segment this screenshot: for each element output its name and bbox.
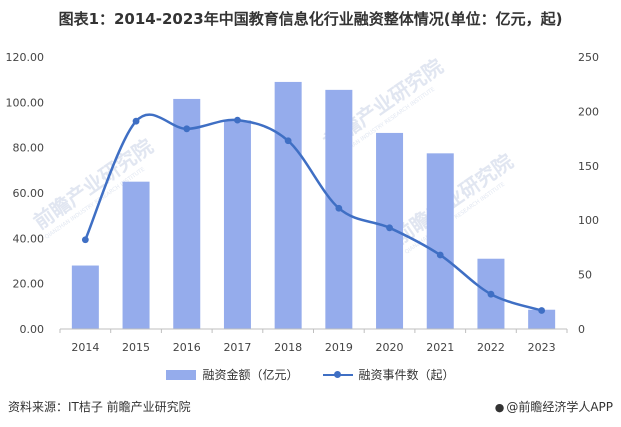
x-tick-label: 2016 (173, 341, 201, 354)
x-tick-label: 2022 (477, 341, 505, 354)
legend-item-line[interactable]: 融资事件数（起） (322, 366, 455, 383)
y-right-tick-label: 200 (578, 105, 599, 118)
labels-layer: 0.00 20.00 40.00 60.00 80.00 100.00 120.00 0 50 1… (6, 51, 600, 354)
y-right-tick-label: 250 (578, 51, 599, 64)
line-point-2015 (132, 117, 140, 125)
y-left-tick-label: 80.00 (13, 142, 45, 155)
legend-line-label: 融资事件数（起） (358, 368, 455, 382)
legend-item-bar[interactable]: 融资金额（亿元） (166, 366, 299, 383)
line-point-2021 (436, 251, 444, 259)
y-right-tick-label: 150 (578, 160, 599, 173)
legend-line-swatch (322, 370, 353, 380)
bar-2023 (528, 309, 556, 329)
y-left-tick-label: 120.00 (6, 51, 45, 64)
y-right-tick-label: 100 (578, 214, 599, 227)
bar-2016 (173, 98, 201, 330)
line-layer (81, 113, 546, 314)
y-right-tick-label: 0 (578, 323, 585, 336)
line-point-2023 (538, 307, 546, 314)
line-point-2019 (335, 204, 343, 212)
line-point-2022 (487, 290, 495, 298)
line-point-2017 (234, 116, 241, 124)
y-left-tick-label: 0.00 (20, 323, 45, 336)
legend: 融资金额（亿元） 融资事件数（起） (0, 366, 621, 383)
x-tick-label: 2017 (223, 341, 251, 354)
y-left-tick-label: 100.00 (6, 96, 45, 109)
line-point-2020 (386, 224, 393, 232)
bar-2015 (122, 181, 150, 329)
line-point-2018 (284, 137, 292, 145)
x-tick-label: 2020 (376, 341, 404, 354)
x-tick-label: 2021 (426, 341, 454, 354)
bar-2017 (223, 120, 251, 329)
y-left-tick-label: 20.00 (13, 278, 45, 291)
x-tick-label: 2014 (71, 341, 99, 354)
y-right-tick-label: 50 (578, 269, 592, 282)
axis-layer (59, 328, 568, 333)
bars-layer (71, 81, 556, 330)
line-point-2016 (183, 125, 191, 133)
x-tick-label: 2018 (274, 341, 302, 354)
brand-credit: ● @前瞻经济学人APP (495, 398, 613, 415)
brand-logo-icon: ● (494, 401, 505, 414)
brand-label: @前瞻经济学人APP (506, 400, 613, 414)
x-tick-label: 2023 (528, 341, 556, 354)
line-point-2014 (81, 236, 89, 244)
source-note: 资料来源：IT桔子 前瞻产业研究院 (8, 400, 191, 414)
bar-2014 (71, 265, 99, 329)
y-left-tick-label: 60.00 (13, 187, 45, 200)
x-tick-label: 2015 (122, 341, 150, 354)
legend-bar-label: 融资金额（亿元） (202, 368, 299, 382)
x-tick-label: 2019 (325, 341, 353, 354)
y-left-tick-label: 40.00 (13, 232, 45, 245)
legend-bar-swatch (166, 369, 197, 380)
line-series-events (84, 113, 543, 312)
chart-title: 图表1：2014-2023年中国教育信息化行业融资整体情况(单位：亿元，起) (58, 10, 563, 28)
bar-2021 (426, 153, 454, 329)
bar-2018 (274, 81, 302, 330)
